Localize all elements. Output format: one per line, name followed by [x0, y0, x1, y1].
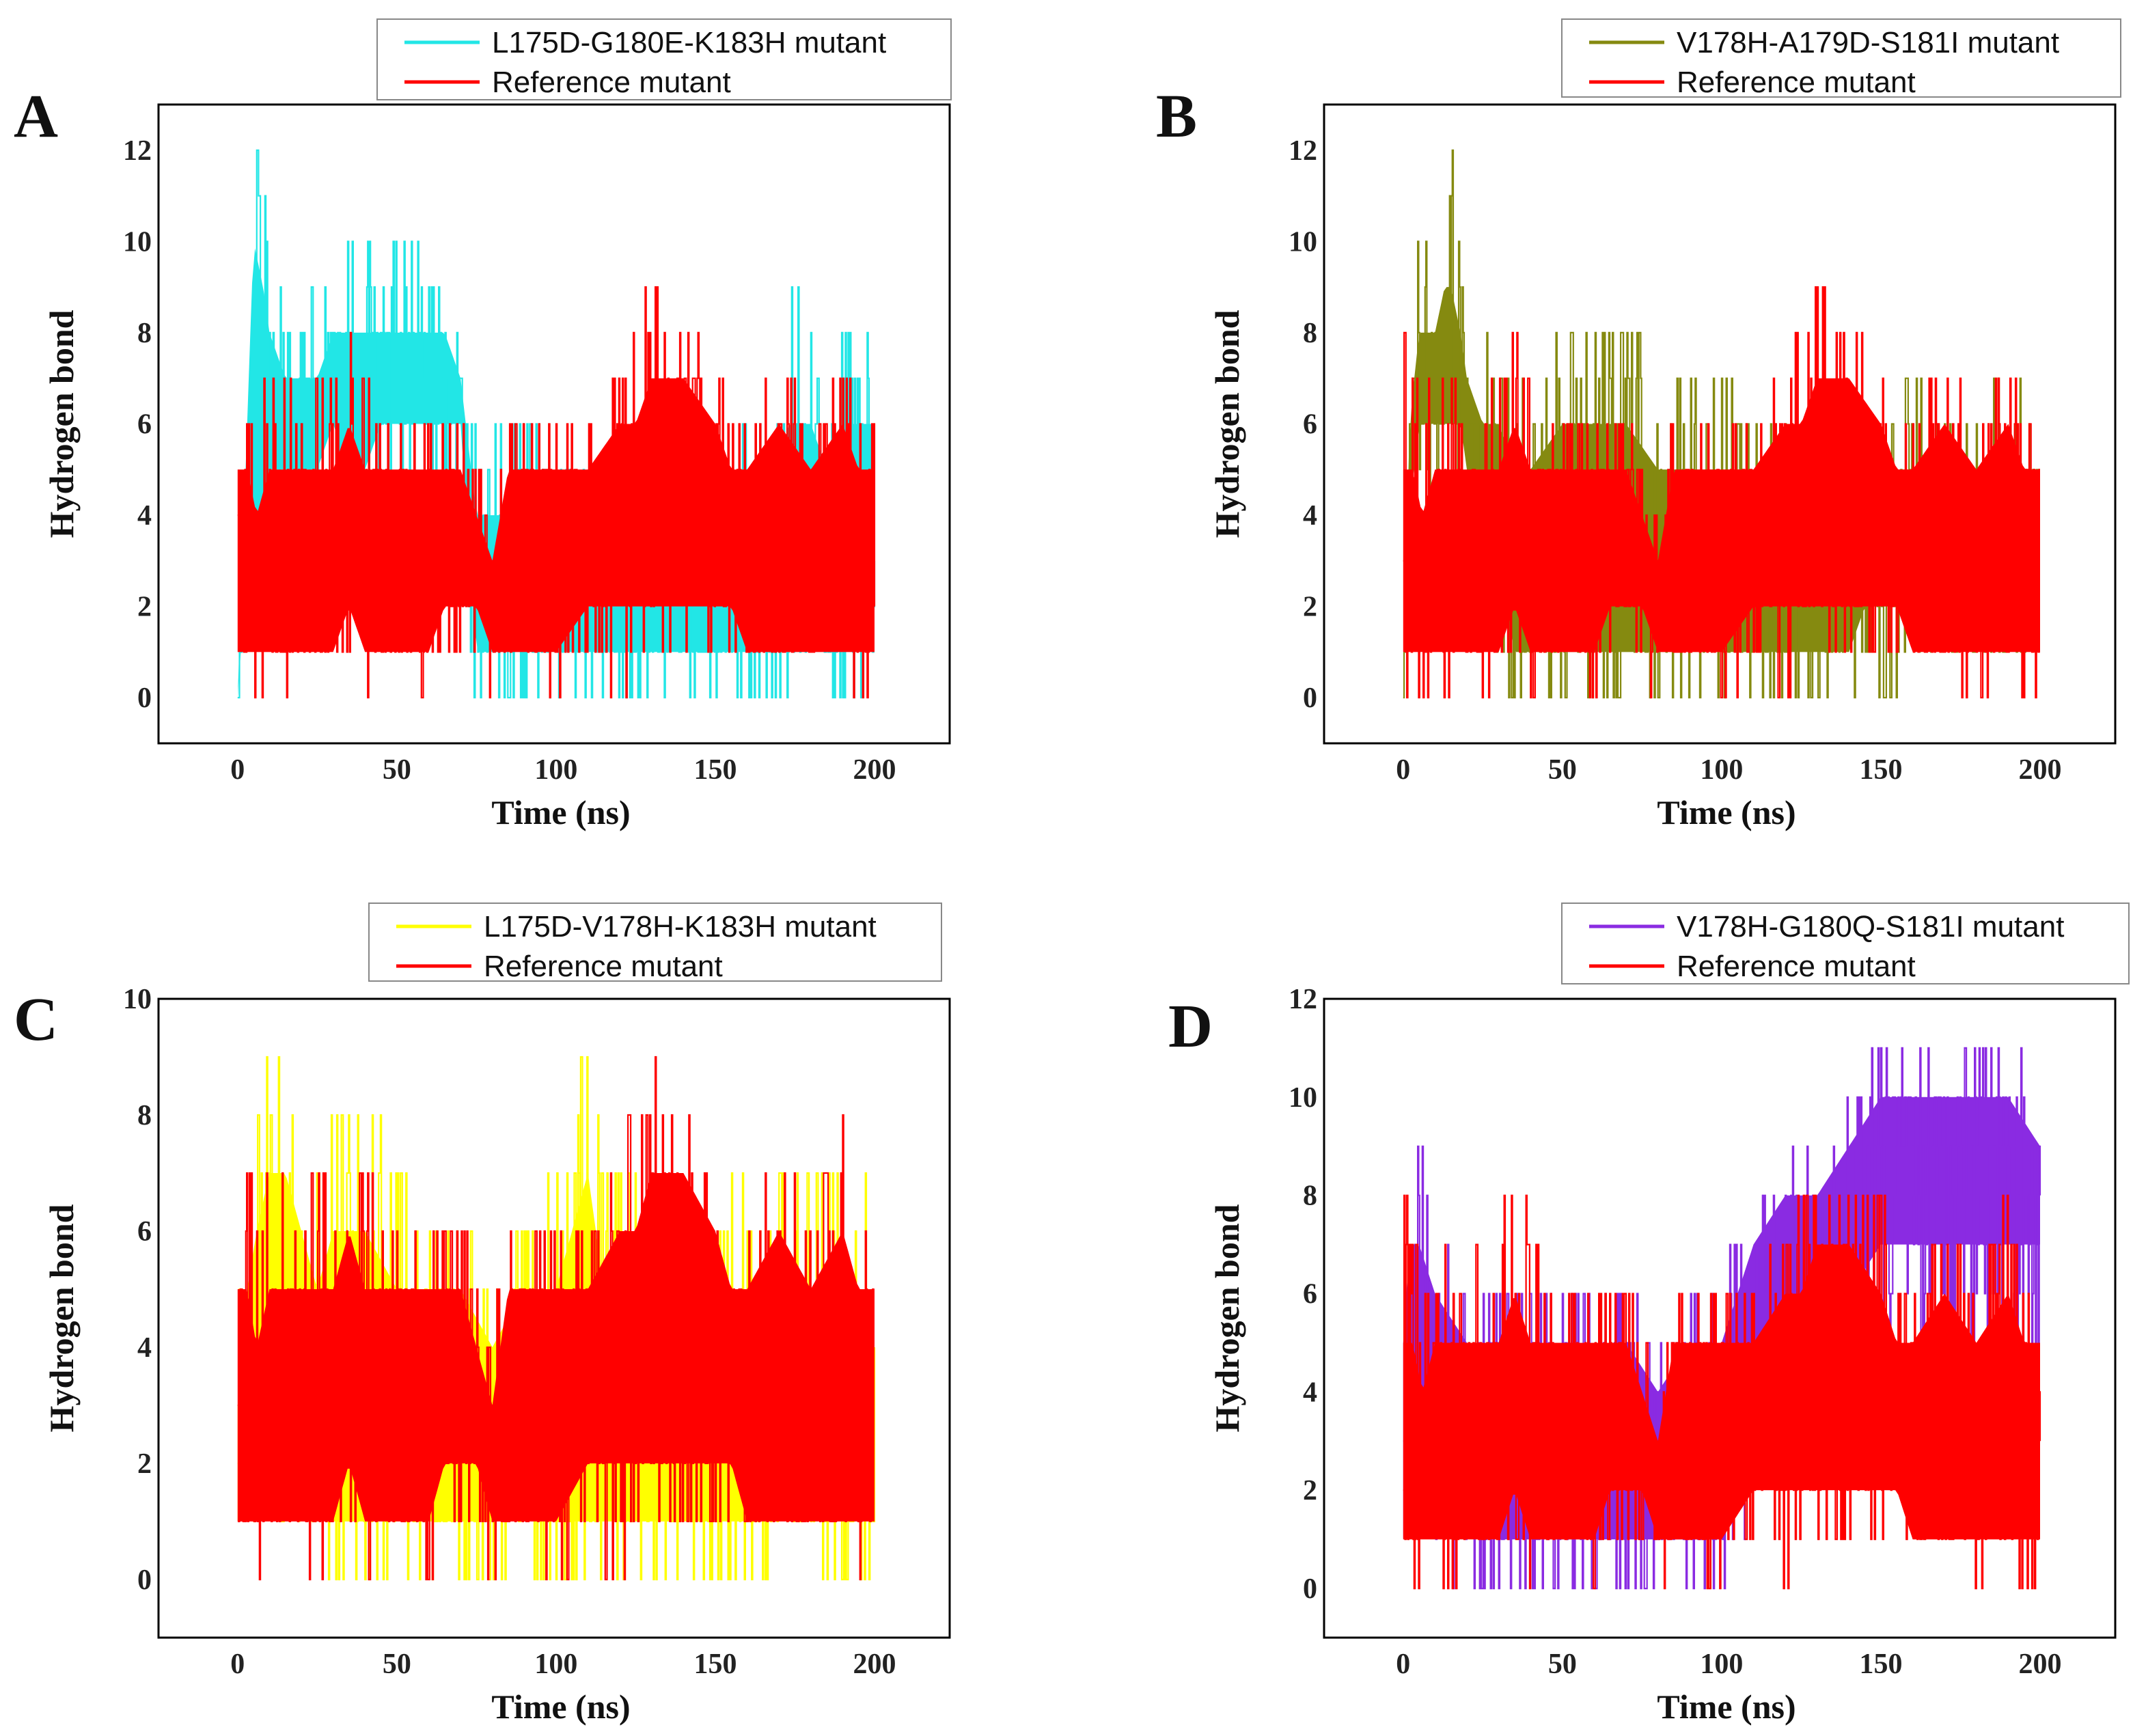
- legend-entry: V178H-A179D-S181I mutant: [1677, 26, 2059, 59]
- x-tick-label: 0: [1396, 1649, 1410, 1680]
- legend-box: [368, 903, 942, 982]
- x-tick-label: 150: [1859, 1649, 1902, 1680]
- x-tick-label: 0: [1396, 754, 1410, 786]
- x-tick-label: 100: [1700, 754, 1743, 786]
- y-tick-label: 8: [1303, 318, 1317, 349]
- y-tick-label: 8: [1303, 1181, 1317, 1212]
- series-reference-mutant: [237, 286, 876, 699]
- x-tick-label: 100: [534, 754, 577, 786]
- series-trace: [237, 286, 876, 699]
- legend-entry: L175D-G180E-K183H mutant: [492, 26, 886, 59]
- legend: V178H-G180Q-S181I mutant Reference mutant: [1561, 903, 2130, 984]
- x-tick-label: 100: [534, 1649, 577, 1680]
- series-group: [1403, 1047, 2041, 1590]
- x-tick-label: 150: [1859, 754, 1902, 786]
- y-tick-label: 2: [1303, 592, 1317, 623]
- y-tick-label: 0: [137, 1565, 152, 1596]
- legend-entry: Reference mutant: [484, 950, 723, 983]
- legend: L175D-G180E-K183H mutant Reference mutant: [376, 18, 952, 100]
- panel-label: D: [1168, 993, 1213, 1060]
- x-tick-label: 150: [693, 754, 737, 786]
- y-tick-label: 10: [1289, 1082, 1317, 1114]
- y-tick-label: 6: [1303, 1279, 1317, 1310]
- x-tick-label: 50: [1548, 1649, 1577, 1680]
- legend-box: [1561, 18, 2121, 98]
- x-axis-label: Time (ns): [491, 793, 630, 831]
- x-tick-label: 200: [2018, 754, 2061, 786]
- y-axis-label: Hydrogen bond: [42, 1204, 81, 1432]
- legend-entry: Reference mutant: [492, 66, 731, 99]
- x-tick-label: 200: [2018, 1649, 2061, 1680]
- x-tick-label: 50: [1548, 754, 1577, 786]
- y-tick-label: 6: [137, 409, 152, 441]
- y-axis-label: Hydrogen bond: [42, 309, 81, 538]
- y-tick-label: 4: [137, 1332, 152, 1364]
- series-reference-mutant: [1403, 1194, 2041, 1590]
- series-group: [237, 149, 876, 699]
- y-tick-label: 0: [1303, 683, 1317, 714]
- y-tick-label: 10: [1289, 226, 1317, 258]
- series-reference-mutant: [1403, 286, 2040, 699]
- x-tick-label: 200: [853, 754, 896, 786]
- series-group: [237, 1056, 876, 1581]
- x-tick-label: 200: [853, 1649, 896, 1680]
- x-axis-label: Time (ns): [491, 1687, 630, 1726]
- y-tick-label: 2: [1303, 1475, 1317, 1506]
- y-tick-label: 12: [1289, 135, 1317, 167]
- y-tick-label: 4: [137, 500, 152, 532]
- y-axis-label: Hydrogen bond: [1208, 1204, 1246, 1432]
- series-trace: [1403, 286, 2040, 699]
- legend: L175D-V178H-K183H mutant Reference mutant: [368, 903, 942, 983]
- x-tick-label: 100: [1700, 1649, 1743, 1680]
- legend-box: [1561, 903, 2130, 984]
- panel-d: D 0 2 4 6 8 10 12 0 50 100 150 200 Time (ns) Hydrogen …: [1168, 903, 2130, 1726]
- series-trace: [1403, 1194, 2041, 1590]
- legend-entry: Reference mutant: [1677, 66, 1916, 99]
- y-tick-label: 10: [123, 984, 152, 1015]
- y-tick-label: 12: [123, 135, 152, 167]
- y-axis-label: Hydrogen bond: [1208, 309, 1246, 538]
- series-group: [1403, 149, 2040, 699]
- legend-entry: V178H-G180Q-S181I mutant: [1677, 910, 2064, 943]
- y-tick-label: 4: [1303, 500, 1317, 532]
- legend-box: [376, 18, 952, 100]
- series-trace: [237, 1056, 875, 1581]
- panel-label: A: [14, 83, 58, 150]
- y-tick-label: 0: [137, 683, 152, 714]
- x-tick-label: 0: [230, 754, 245, 786]
- x-axis-label: Time (ns): [1657, 793, 1795, 831]
- y-tick-label: 8: [137, 1100, 152, 1131]
- y-tick-label: 2: [137, 1448, 152, 1480]
- panel-b: B 0 2 4 6 8 10 12 0 50 100 150 200 Time (ns) Hydrogen …: [1156, 18, 2121, 831]
- x-tick-label: 50: [383, 1649, 411, 1680]
- y-tick-label: 0: [1303, 1573, 1317, 1605]
- x-tick-label: 150: [693, 1649, 737, 1680]
- x-tick-label: 0: [230, 1649, 245, 1680]
- panel-label: C: [14, 986, 58, 1053]
- legend-entry: Reference mutant: [1677, 950, 1916, 983]
- panel-label: B: [1156, 83, 1197, 150]
- legend: V178H-A179D-S181I mutant Reference mutant: [1561, 18, 2121, 99]
- x-axis-label: Time (ns): [1657, 1687, 1795, 1726]
- y-tick-label: 12: [1289, 984, 1317, 1015]
- y-tick-label: 6: [137, 1216, 152, 1248]
- y-tick-label: 8: [137, 318, 152, 349]
- y-tick-label: 2: [137, 592, 152, 623]
- y-tick-label: 10: [123, 226, 152, 258]
- y-tick-label: 4: [1303, 1377, 1317, 1408]
- series-reference-mutant: [237, 1056, 875, 1581]
- y-tick-label: 6: [1303, 409, 1317, 441]
- legend-entry: L175D-V178H-K183H mutant: [484, 910, 877, 943]
- panel-a: A 0 2 4 6 8 10 12 0 50 100 150 200 Time (ns) Hydrogen …: [14, 18, 952, 831]
- x-tick-label: 50: [383, 754, 411, 786]
